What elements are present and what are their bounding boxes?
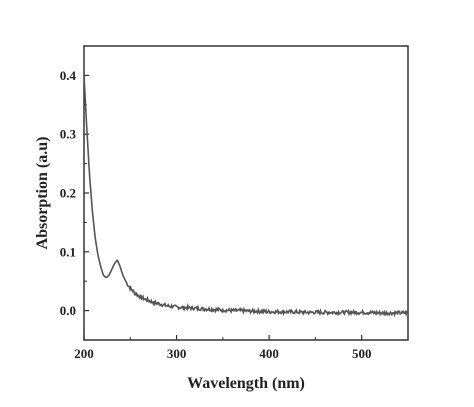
- y-tick-label: 0.3: [60, 127, 77, 142]
- x-tick-label: 500: [352, 346, 372, 361]
- y-tick-label: 0.4: [60, 68, 77, 83]
- x-tick-label: 400: [259, 346, 279, 361]
- y-axis-label: Absorption (a.u): [34, 137, 51, 250]
- x-axis-ticks: 200 300 400 500: [74, 335, 371, 361]
- y-tick-label: 0.2: [60, 186, 76, 201]
- y-axis-ticks: 0.0 0.1 0.2 0.3 0.4: [60, 45, 89, 341]
- x-axis-label: Wavelength (nm): [187, 375, 305, 392]
- x-tick-label: 300: [167, 346, 187, 361]
- absorption-series-line: [83, 75, 409, 318]
- y-tick-label: 0.1: [60, 244, 76, 259]
- plot-area-frame: [83, 45, 409, 341]
- y-tick-label: 0.0: [60, 303, 76, 318]
- x-tick-label: 200: [74, 346, 94, 361]
